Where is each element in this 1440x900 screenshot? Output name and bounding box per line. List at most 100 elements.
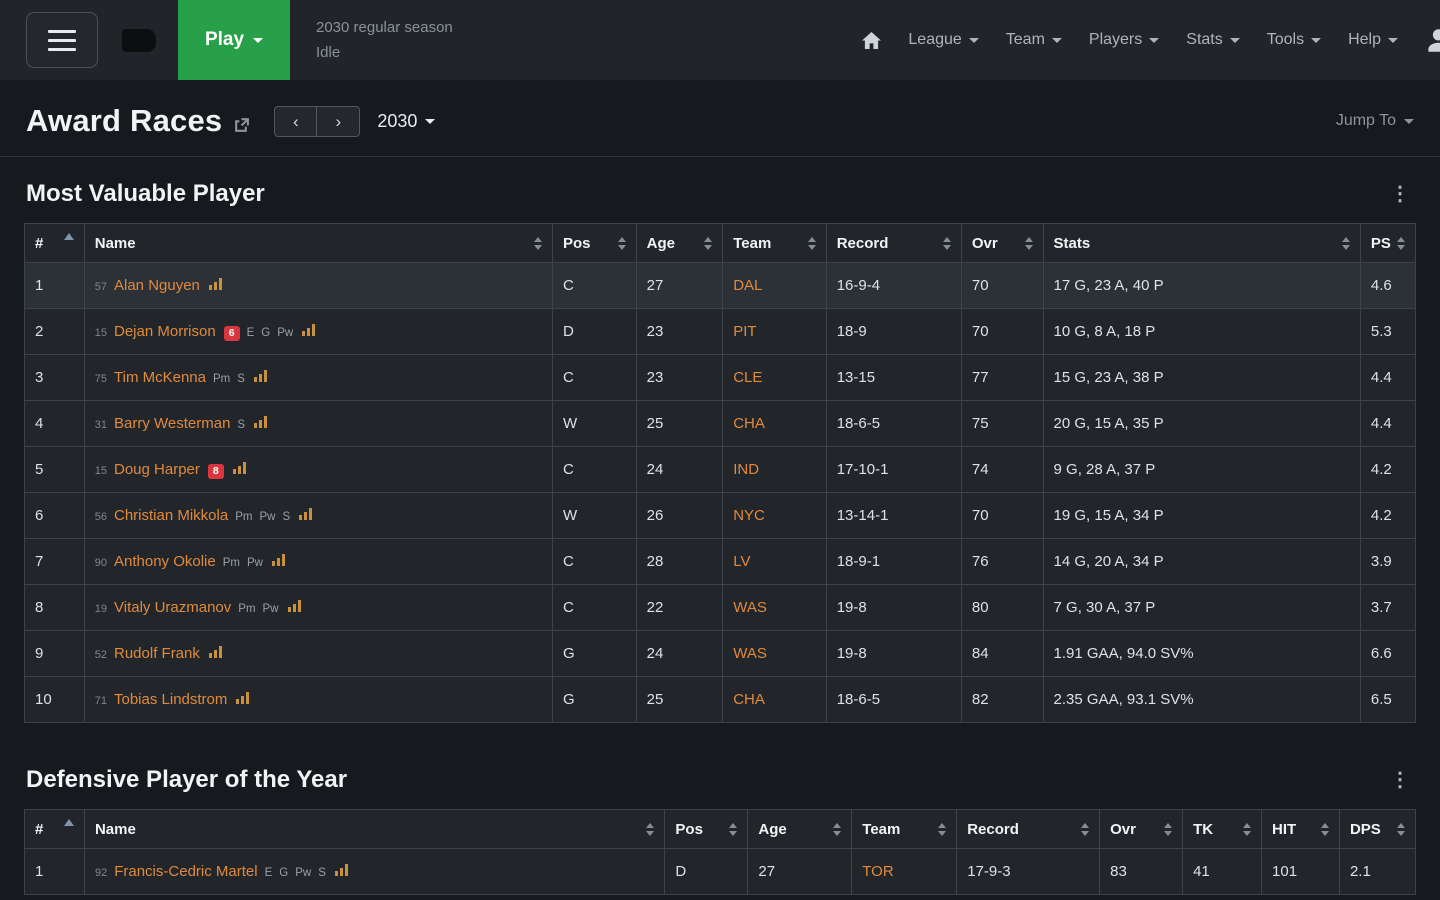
team-logo[interactable] [122, 28, 156, 52]
nav-item-league[interactable]: League [908, 31, 979, 49]
col-header-age[interactable]: Age [635, 223, 724, 263]
team-link[interactable]: WAS [733, 645, 767, 662]
stats-chart-icon[interactable] [254, 416, 268, 428]
stats-chart-icon[interactable] [334, 864, 348, 876]
col-header-team[interactable]: Team [851, 809, 958, 849]
play-button[interactable]: Play [178, 0, 290, 80]
nav-item-label: Team [1005, 31, 1045, 48]
player-link[interactable]: Christian Mikkola [114, 507, 229, 524]
col-header-ovr[interactable]: Ovr [1099, 809, 1184, 849]
jersey-number: 31 [94, 419, 107, 431]
age-cell: 23 [635, 308, 724, 355]
stats-chart-icon[interactable] [287, 600, 301, 612]
kebab-menu-icon[interactable]: ⋮ [1390, 183, 1410, 205]
team-link[interactable]: CHA [733, 415, 765, 432]
col-header-hit[interactable]: HIT [1261, 809, 1340, 849]
team-link[interactable]: PIT [733, 323, 757, 340]
section-title: Most Valuable Player [26, 180, 265, 207]
jump-to-dropdown[interactable]: Jump To [1336, 112, 1414, 130]
player-link[interactable]: Rudolf Frank [114, 645, 200, 662]
stats-chart-icon[interactable] [236, 692, 250, 704]
col-header-ps[interactable]: PS [1359, 223, 1417, 263]
stats-chart-icon[interactable] [232, 461, 246, 474]
sort-ascending-icon [63, 818, 74, 826]
col-header-record[interactable]: Record [825, 223, 962, 263]
player-link[interactable]: Anthony Okolie [114, 553, 216, 570]
col-header-stats[interactable]: Stats [1042, 223, 1361, 263]
section-dpoy: Defensive Player of the Year ⋮ # Name Pos A… [0, 723, 1440, 895]
team-link[interactable]: CHA [733, 691, 765, 708]
sort-icon [1342, 237, 1350, 250]
record-cell: 17-9-3 [956, 848, 1101, 895]
jersey-number: 52 [94, 649, 107, 661]
col-header-pos[interactable]: Pos [551, 223, 637, 263]
nav-item-team[interactable]: Team [1006, 31, 1062, 49]
col-header-record[interactable]: Record [956, 809, 1101, 849]
stat-cell: 7 G, 30 A, 37 P [1042, 584, 1361, 631]
nav-item-players[interactable]: Players [1089, 31, 1160, 49]
player-link[interactable]: Alan Nguyen [114, 277, 200, 294]
stats-chart-icon[interactable] [302, 323, 316, 336]
player-cell: 92 Francis-Cedric Martel E G Pw S [83, 848, 666, 895]
prev-season-button[interactable]: ‹ [274, 105, 318, 137]
team-link[interactable]: LV [733, 553, 751, 570]
rank-cell: 4 [24, 400, 85, 447]
table-row: 10 71 Tobias Lindstrom G 25 CHA 18-6-5 82 2.35 G… [24, 676, 1417, 723]
caret-down-icon [1311, 37, 1322, 43]
col-label: DPS [1349, 820, 1381, 838]
sort-icon [1025, 237, 1033, 250]
stats-chart-icon[interactable] [253, 370, 267, 382]
stats-chart-icon[interactable] [299, 508, 313, 520]
nav-item-tools[interactable]: Tools [1267, 31, 1322, 49]
player-cell: 52 Rudolf Frank [83, 630, 553, 677]
col-header-rank[interactable]: # [24, 809, 85, 849]
header-row: # Name Pos Age Team Record Ovr TK HIT DPS [24, 809, 1417, 849]
stats-chart-icon[interactable] [208, 646, 222, 658]
team-link[interactable]: CLE [733, 369, 763, 386]
skill-badge: Pm [235, 511, 253, 523]
nav-item-help[interactable]: Help [1348, 31, 1398, 49]
col-header-name[interactable]: Name [83, 809, 666, 849]
sort-icon [1321, 823, 1329, 836]
col-header-name[interactable]: Name [83, 223, 553, 263]
player-link[interactable]: Vitaly Urazmanov [114, 599, 232, 616]
player-link[interactable]: Barry Westerman [114, 415, 231, 432]
skill-badge: Pm [222, 557, 240, 569]
user-icon[interactable] [1425, 27, 1440, 54]
team-link[interactable]: TOR [862, 863, 894, 880]
menu-button[interactable] [26, 12, 98, 68]
next-season-button[interactable]: › [317, 105, 361, 137]
pos-cell: D [551, 308, 637, 355]
stat-cell: 10 G, 8 A, 18 P [1042, 308, 1361, 355]
col-header-pos[interactable]: Pos [664, 809, 749, 849]
stats-chart-icon[interactable] [208, 278, 222, 290]
col-header-tk[interactable]: TK [1182, 809, 1263, 849]
home-icon[interactable] [862, 31, 882, 49]
player-link[interactable]: Dejan Morrison [114, 322, 216, 340]
player-link[interactable]: Doug Harper [114, 460, 200, 478]
team-link[interactable]: WAS [733, 599, 767, 616]
team-link[interactable]: NYC [733, 507, 765, 524]
season-dropdown[interactable]: 2030 [377, 111, 436, 132]
player-link[interactable]: Tobias Lindstrom [114, 691, 228, 708]
col-header-team[interactable]: Team [722, 223, 827, 263]
col-label: Team [733, 234, 772, 252]
team-link[interactable]: IND [733, 461, 760, 478]
team-cell: TOR [851, 848, 958, 895]
table-row: 5 15 Doug Harper 8 C 24 IND 17-10-1 74 9 G, 28 A,… [24, 446, 1417, 493]
team-link[interactable]: DAL [733, 277, 763, 294]
stat-cell: 17 G, 23 A, 40 P [1042, 262, 1361, 309]
nav-item-stats[interactable]: Stats [1186, 31, 1240, 49]
col-label: Team [862, 820, 901, 838]
col-header-rank[interactable]: # [24, 223, 85, 263]
col-header-age[interactable]: Age [747, 809, 853, 849]
ovr-cell: 76 [960, 538, 1044, 585]
stats-chart-icon[interactable] [271, 554, 285, 566]
popout-icon[interactable] [233, 117, 250, 134]
player-link[interactable]: Francis-Cedric Martel [114, 863, 258, 880]
player-link[interactable]: Tim McKenna [114, 369, 206, 386]
rank-cell: 1 [24, 848, 85, 895]
col-header-dps[interactable]: DPS [1338, 809, 1417, 849]
col-header-ovr[interactable]: Ovr [960, 223, 1044, 263]
kebab-menu-icon[interactable]: ⋮ [1390, 769, 1410, 791]
